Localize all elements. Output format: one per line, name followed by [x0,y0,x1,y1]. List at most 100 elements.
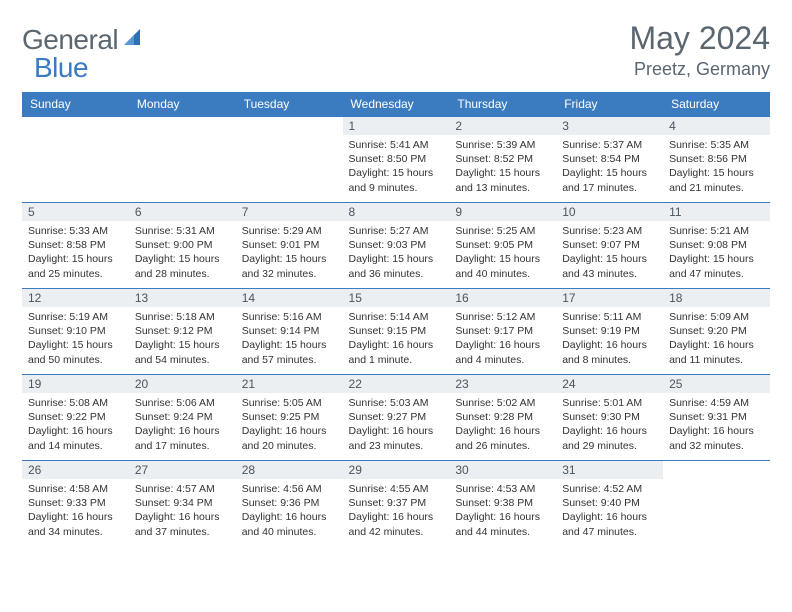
day-number: 28 [236,461,343,479]
daylight-text: Daylight: 16 hours and 23 minutes. [349,424,444,452]
day-content: Sunrise: 5:11 AMSunset: 9:19 PMDaylight:… [556,307,663,371]
day-content: Sunrise: 5:21 AMSunset: 9:08 PMDaylight:… [663,221,770,285]
day-number: 20 [129,375,236,393]
daylight-text: Daylight: 16 hours and 4 minutes. [455,338,550,366]
daylight-text: Daylight: 16 hours and 1 minute. [349,338,444,366]
sunrise-text: Sunrise: 5:14 AM [349,310,444,324]
daylight-text: Daylight: 16 hours and 40 minutes. [242,510,337,538]
sunset-text: Sunset: 9:00 PM [135,238,230,252]
day-number: 23 [449,375,556,393]
calendar-cell: 14Sunrise: 5:16 AMSunset: 9:14 PMDayligh… [236,289,343,375]
sunset-text: Sunset: 9:12 PM [135,324,230,338]
sunset-text: Sunset: 8:58 PM [28,238,123,252]
calendar-cell: 5 Sunrise: 5:33 AMSunset: 8:58 PMDaylight… [22,203,129,289]
calendar-cell: 28 Sunrise: 4:56 AMSunset: 9:36 PMDayligh… [236,461,343,547]
sunrise-text: Sunrise: 5:19 AM [28,310,123,324]
day-number [22,117,129,135]
weekday-header-row: Sunday Monday Tuesday Wednesday Thursday… [22,92,770,117]
sunrise-text: Sunrise: 5:33 AM [28,224,123,238]
location: Preetz, Germany [629,59,770,80]
daylight-text: Daylight: 16 hours and 8 minutes. [562,338,657,366]
sunset-text: Sunset: 9:10 PM [28,324,123,338]
daylight-text: Daylight: 15 hours and 13 minutes. [455,166,550,194]
weekday-header: Tuesday [236,92,343,117]
sunrise-text: Sunrise: 5:11 AM [562,310,657,324]
sunset-text: Sunset: 9:33 PM [28,496,123,510]
calendar-cell: 3Sunrise: 5:37 AMSunset: 8:54 PMDaylight… [556,117,663,203]
sunset-text: Sunset: 9:28 PM [455,410,550,424]
calendar-cell [236,117,343,203]
calendar-cell: 1Sunrise: 5:41 AMSunset: 8:50 PMDaylight… [343,117,450,203]
sunrise-text: Sunrise: 5:18 AM [135,310,230,324]
calendar-cell: 24Sunrise: 5:01 AMSunset: 9:30 PMDayligh… [556,375,663,461]
sunrise-text: Sunrise: 5:05 AM [242,396,337,410]
day-content: Sunrise: 5:37 AMSunset: 8:54 PMDaylight:… [556,135,663,199]
weekday-header: Wednesday [343,92,450,117]
calendar-week-row: 5Sunrise: 5:33 AMSunset: 8:58 PMDaylight… [22,203,770,289]
day-number: 2 [449,117,556,135]
day-number: 30 [449,461,556,479]
sunrise-text: Sunrise: 5:27 AM [349,224,444,238]
day-number: 5 [22,203,129,221]
day-number [663,461,770,479]
calendar-cell: 30Sunrise: 4:53 AMSunset: 9:38 PMDayligh… [449,461,556,547]
calendar-cell [22,117,129,203]
sunrise-text: Sunrise: 5:16 AM [242,310,337,324]
sunset-text: Sunset: 8:52 PM [455,152,550,166]
sunset-text: Sunset: 9:01 PM [242,238,337,252]
calendar-cell: 6Sunrise: 5:31 AMSunset: 9:00 PMDaylight… [129,203,236,289]
sunset-text: Sunset: 9:36 PM [242,496,337,510]
day-content: Sunrise: 4:58 AMSunset: 9:33 PMDaylight:… [22,479,129,543]
day-number: 17 [556,289,663,307]
day-content: Sunrise: 4:53 AMSunset: 9:38 PMDaylight:… [449,479,556,543]
calendar-cell: 4Sunrise: 5:35 AMSunset: 8:56 PMDaylight… [663,117,770,203]
calendar-cell: 18Sunrise: 5:09 AMSunset: 9:20 PMDayligh… [663,289,770,375]
calendar-cell: 13Sunrise: 5:18 AMSunset: 9:12 PMDayligh… [129,289,236,375]
day-content: Sunrise: 4:52 AMSunset: 9:40 PMDaylight:… [556,479,663,543]
daylight-text: Daylight: 15 hours and 32 minutes. [242,252,337,280]
day-content: Sunrise: 5:18 AMSunset: 9:12 PMDaylight:… [129,307,236,371]
calendar-cell: 17Sunrise: 5:11 AMSunset: 9:19 PMDayligh… [556,289,663,375]
day-number: 6 [129,203,236,221]
sunset-text: Sunset: 9:22 PM [28,410,123,424]
daylight-text: Daylight: 15 hours and 25 minutes. [28,252,123,280]
calendar-cell: 27Sunrise: 4:57 AMSunset: 9:34 PMDayligh… [129,461,236,547]
sunrise-text: Sunrise: 4:59 AM [669,396,764,410]
day-number: 14 [236,289,343,307]
calendar-cell: 2Sunrise: 5:39 AMSunset: 8:52 PMDaylight… [449,117,556,203]
day-content: Sunrise: 5:25 AMSunset: 9:05 PMDaylight:… [449,221,556,285]
day-number: 11 [663,203,770,221]
sunrise-text: Sunrise: 4:56 AM [242,482,337,496]
logo-sail-icon [122,27,144,54]
sunset-text: Sunset: 9:24 PM [135,410,230,424]
calendar-cell: 20Sunrise: 5:06 AMSunset: 9:24 PMDayligh… [129,375,236,461]
daylight-text: Daylight: 16 hours and 17 minutes. [135,424,230,452]
calendar-cell: 19Sunrise: 5:08 AMSunset: 9:22 PMDayligh… [22,375,129,461]
sunrise-text: Sunrise: 5:41 AM [349,138,444,152]
calendar-cell: 12Sunrise: 5:19 AMSunset: 9:10 PMDayligh… [22,289,129,375]
sunrise-text: Sunrise: 4:58 AM [28,482,123,496]
sunset-text: Sunset: 9:38 PM [455,496,550,510]
sunrise-text: Sunrise: 5:31 AM [135,224,230,238]
day-number: 22 [343,375,450,393]
day-number: 13 [129,289,236,307]
sunset-text: Sunset: 9:07 PM [562,238,657,252]
day-number: 10 [556,203,663,221]
month-title: May 2024 [629,20,770,57]
calendar-cell: 25Sunrise: 4:59 AMSunset: 9:31 PMDayligh… [663,375,770,461]
daylight-text: Daylight: 16 hours and 26 minutes. [455,424,550,452]
calendar-cell: 8Sunrise: 5:27 AMSunset: 9:03 PMDaylight… [343,203,450,289]
sunrise-text: Sunrise: 5:09 AM [669,310,764,324]
day-content: Sunrise: 5:08 AMSunset: 9:22 PMDaylight:… [22,393,129,457]
sunrise-text: Sunrise: 4:52 AM [562,482,657,496]
logo-text-blue: Blue [34,52,88,84]
daylight-text: Daylight: 15 hours and 40 minutes. [455,252,550,280]
weekday-header: Monday [129,92,236,117]
day-content: Sunrise: 5:35 AMSunset: 8:56 PMDaylight:… [663,135,770,199]
day-number: 12 [22,289,129,307]
sunset-text: Sunset: 9:15 PM [349,324,444,338]
day-content: Sunrise: 5:06 AMSunset: 9:24 PMDaylight:… [129,393,236,457]
daylight-text: Daylight: 16 hours and 11 minutes. [669,338,764,366]
daylight-text: Daylight: 15 hours and 47 minutes. [669,252,764,280]
calendar-week-row: 1Sunrise: 5:41 AMSunset: 8:50 PMDaylight… [22,117,770,203]
